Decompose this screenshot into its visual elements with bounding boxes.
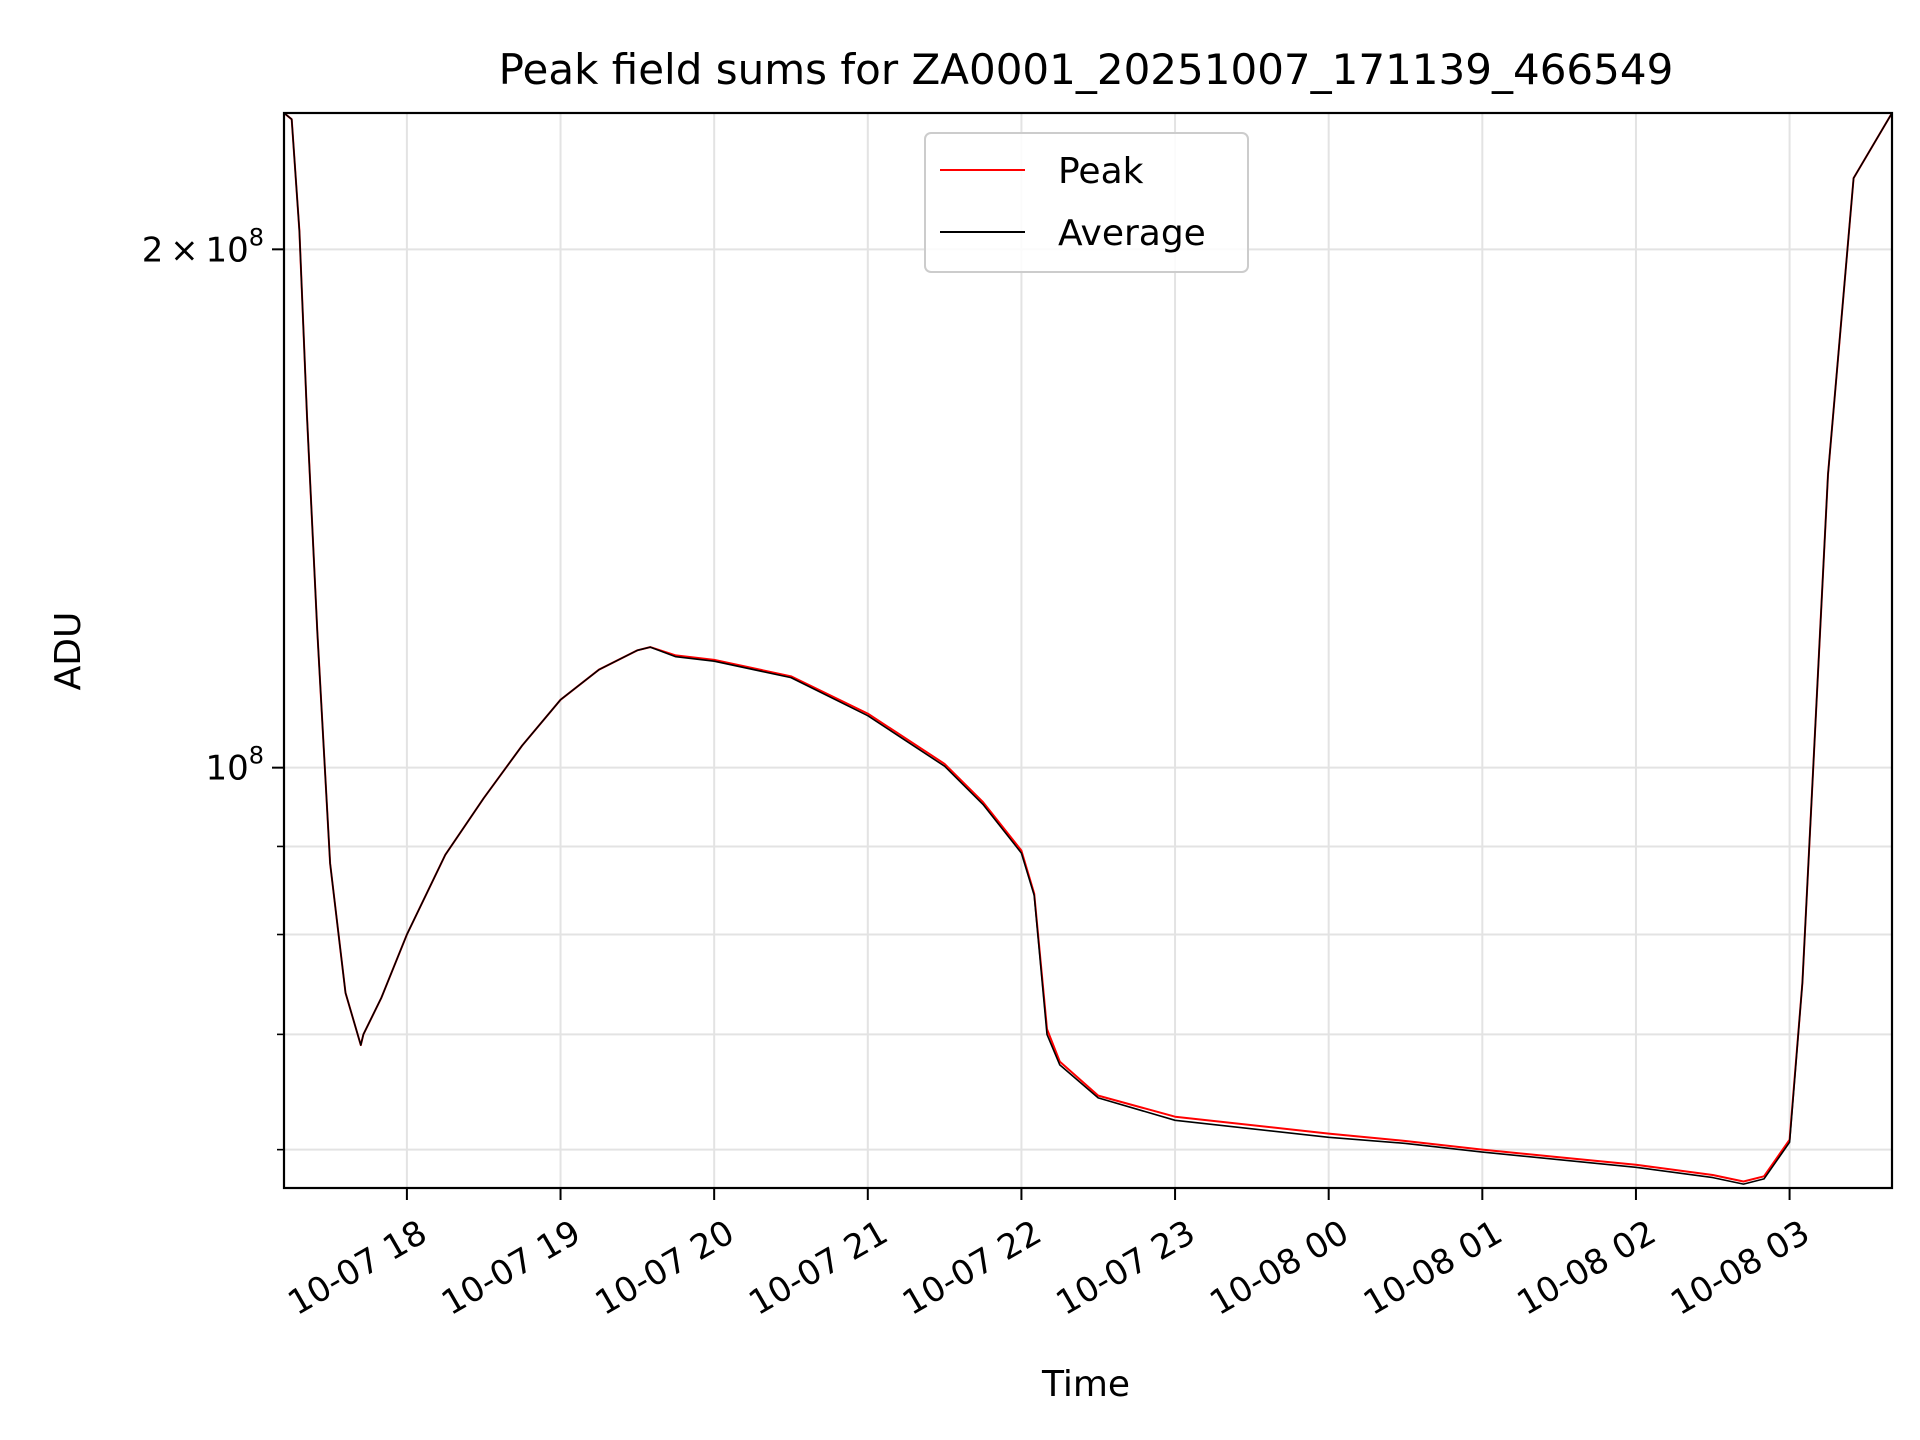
y-tick-exponent: 8 <box>249 742 264 770</box>
plot-frame <box>282 111 1894 1190</box>
series-layer <box>284 113 1892 1185</box>
legend-box <box>924 132 1249 273</box>
x-tick-label: 10-08 03 <box>1664 1213 1816 1324</box>
x-tick-label: 10-07 21 <box>742 1213 894 1324</box>
x-tick-label: 10-07 22 <box>896 1213 1048 1324</box>
y-tick-base: 10 <box>205 749 248 789</box>
x-axis-label: Time <box>1041 1364 1130 1405</box>
x-tick-label: 10-07 19 <box>435 1213 587 1324</box>
series-line-average <box>284 113 1892 1185</box>
chart-title: Peak field sums for ZA0001_20251007_1711… <box>499 45 1674 94</box>
y-tick-label: 108 <box>205 742 264 789</box>
grid <box>284 113 1892 1188</box>
x-axis: 10-07 18 10-07 19 10-07 20 10-07 21 10-07 22… <box>281 1188 1816 1324</box>
x-tick-label: 10-07 18 <box>281 1213 433 1324</box>
x-tick-label: 10-07 23 <box>1050 1213 1202 1324</box>
y-tick-exponent: 8 <box>249 223 264 251</box>
legend-label-average: Average <box>1058 213 1206 254</box>
x-tick-label: 10-08 01 <box>1357 1213 1509 1324</box>
x-tick-label: 10-08 00 <box>1203 1213 1355 1324</box>
y-tick-label: 2 × 108 <box>142 223 264 270</box>
x-tick-label: 10-08 02 <box>1510 1213 1662 1324</box>
legend: Peak Average <box>924 132 1249 273</box>
y-tick-base: 2 × 10 <box>142 230 249 270</box>
legend-label-peak: Peak <box>1058 151 1144 192</box>
x-tick-label: 10-07 20 <box>589 1213 741 1324</box>
y-axis-label: ADU <box>48 612 89 691</box>
series-line-peak <box>284 113 1892 1183</box>
